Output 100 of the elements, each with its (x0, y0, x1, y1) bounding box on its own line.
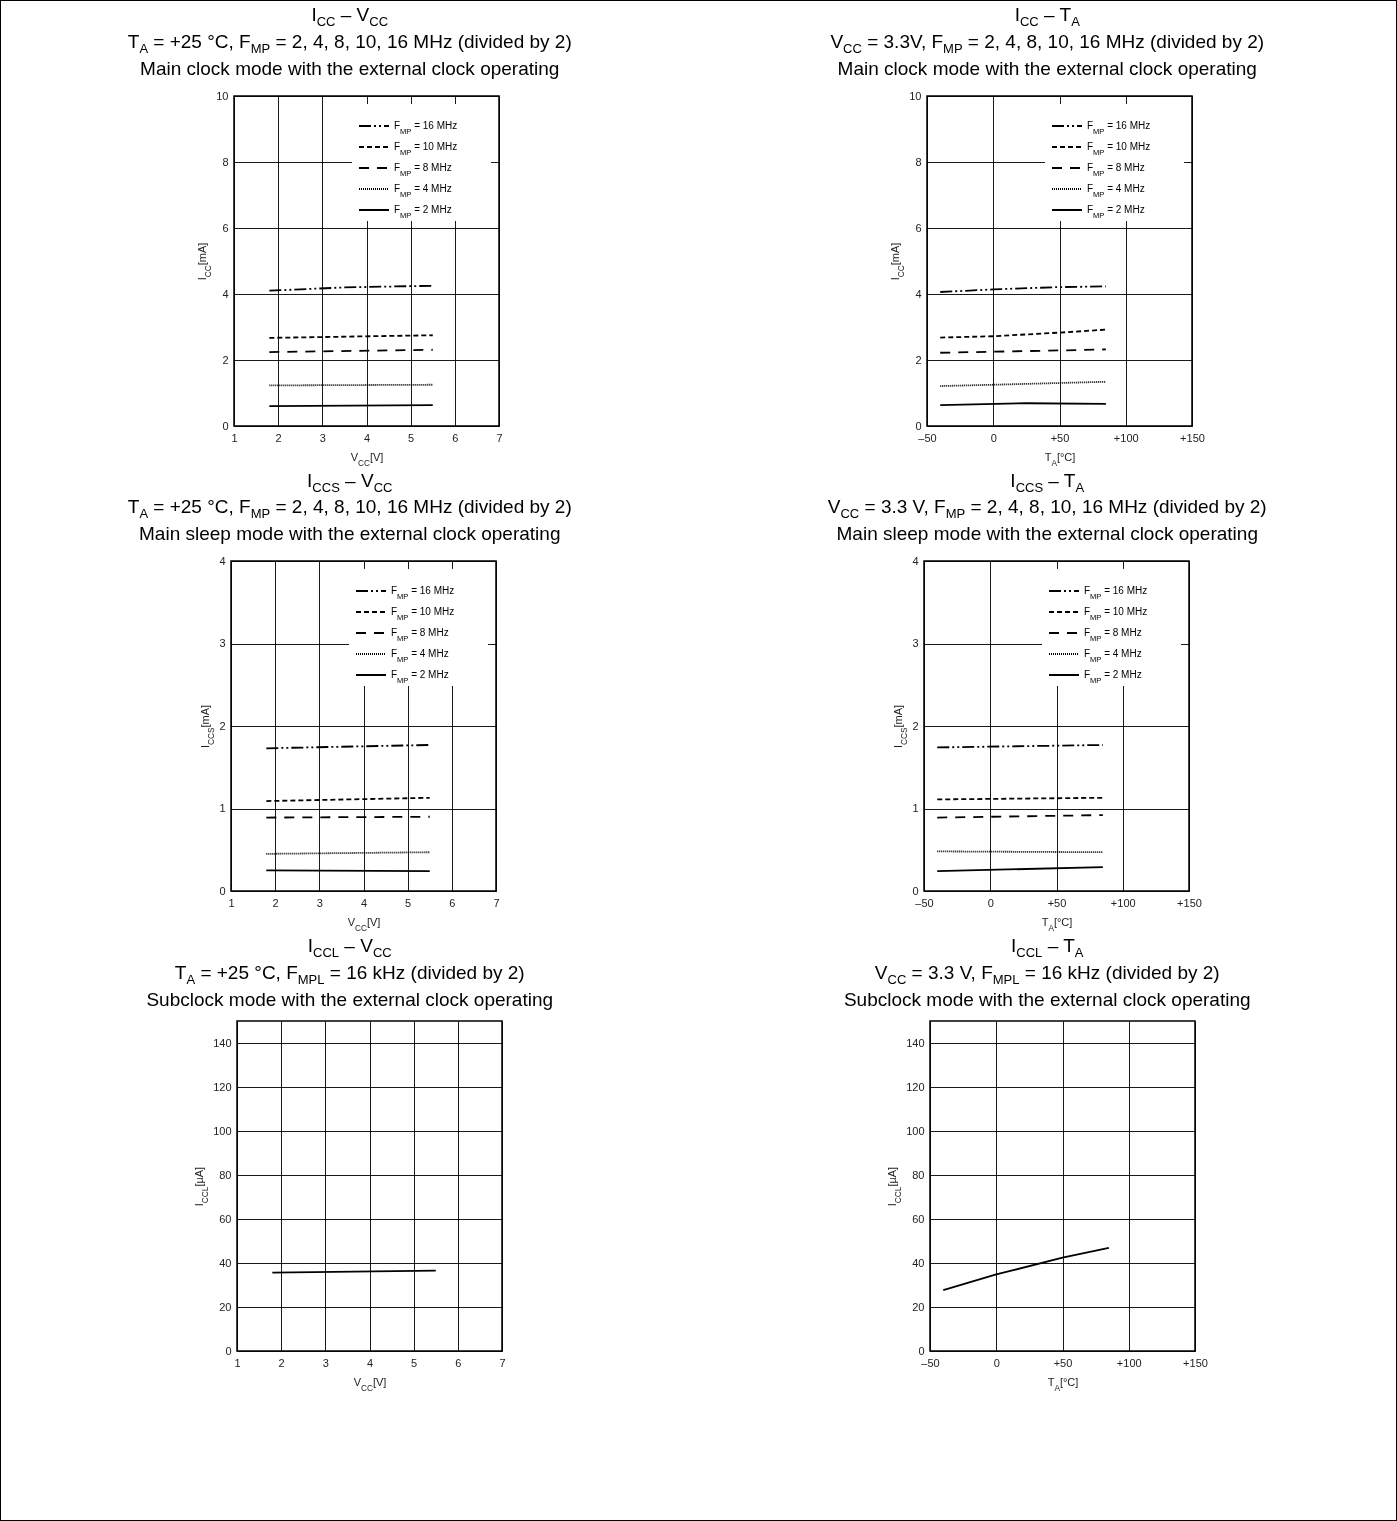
x-tick-label: 5 (408, 431, 415, 444)
x-tick-label: –50 (921, 1356, 940, 1369)
x-tick-label: +150 (1183, 1356, 1209, 1369)
y-tick-label: 100 (213, 1124, 232, 1137)
x-tick-label: 3 (317, 896, 324, 909)
legend-label: F$_{MP}$ = 8 MHz (1084, 627, 1142, 643)
y-tick-label: 2 (912, 719, 919, 732)
y-tick-label: 60 (912, 1212, 925, 1225)
x-tick-label: 0 (987, 896, 995, 909)
x-axis-title: T$_{A}$[°C] (1044, 450, 1076, 467)
chart-title: I$_{CC}$ – V$_{CC}$ (311, 4, 389, 31)
x-tick-label: +50 (1050, 431, 1070, 444)
legend-label: F$_{MP}$ = 2 MHz (1084, 669, 1142, 685)
chart-subtitle: V$_{CC}$ = 3.3 V, F$_{MPL}$ = 16 kHz (divided by 2) Subclock mode with the external clock operating (843, 961, 1251, 1010)
x-tick-label: 0 (990, 431, 998, 444)
x-tick-label: 5 (411, 1356, 418, 1369)
legend-label: F$_{MP}$ = 10 MHz (1087, 140, 1151, 157)
legend-label: F$_{MP}$ = 16 MHz (391, 585, 455, 601)
y-tick-label: 3 (912, 637, 919, 650)
x-axis-title: V$_{CC}$[V] (347, 915, 381, 933)
y-tick-label: 2 (222, 353, 229, 366)
y-tick-label: 4 (915, 287, 922, 300)
y-tick-label: 4 (219, 554, 226, 567)
legend-label: F$_{MP}$ = 16 MHz (394, 119, 458, 136)
y-tick-label: 10 (216, 89, 229, 102)
x-tick-label: 6 (452, 431, 459, 444)
y-tick-label: 4 (222, 287, 229, 300)
chart-subtitle: T$_{A}$ = +25 °C, F$_{MP}$ = 2, 4, 8, 10, 16 MHz (divided by 2) Main sleep mode with the external clock operating (127, 496, 572, 545)
y-tick-label: 100 (906, 1124, 925, 1137)
legend-label: F$_{MP}$ = 4 MHz (391, 648, 449, 664)
y-tick-label: 140 (906, 1036, 925, 1049)
x-tick-label: 2 (272, 896, 279, 909)
x-tick-label: 3 (323, 1356, 330, 1369)
y-tick-label: 0 (912, 884, 919, 897)
x-tick-label: 4 (367, 1356, 374, 1369)
y-tick-label: 1 (912, 802, 919, 815)
x-tick-label: 4 (364, 431, 371, 444)
chart-title: I$_{CCL}$ – V$_{CC}$ (307, 935, 392, 962)
legend-label: F$_{MP}$ = 16 MHz (1087, 119, 1151, 136)
x-tick-label: 5 (405, 896, 412, 909)
x-tick-label: –50 (915, 896, 934, 909)
y-tick-label: 40 (912, 1256, 925, 1269)
y-tick-label: 0 (225, 1344, 232, 1357)
legend-label: F$_{MP}$ = 4 MHz (1084, 648, 1142, 664)
y-tick-label: 8 (222, 155, 229, 168)
x-tick-label: –50 (918, 431, 937, 444)
y-tick-label: 4 (912, 554, 919, 567)
y-tick-label: 0 (222, 419, 229, 432)
y-tick-label: 0 (915, 419, 922, 432)
y-tick-label: 60 (219, 1212, 232, 1225)
x-tick-label: +150 (1180, 431, 1206, 444)
x-tick-label: 7 (499, 1356, 506, 1369)
x-tick-label: 1 (234, 1356, 241, 1369)
x-tick-label: +100 (1117, 1356, 1142, 1369)
x-axis-title: T$_{A}$[°C] (1047, 1375, 1079, 1392)
chart-title: I$_{CCS}$ – T$_{A}$ (1010, 469, 1085, 497)
legend-label: F$_{MP}$ = 10 MHz (1084, 606, 1148, 622)
y-tick-label: 6 (915, 221, 922, 234)
chart-title: I$_{CCS}$ – V$_{CC}$ (307, 469, 393, 497)
chart-subtitle: V$_{CC}$ = 3.3 V, F$_{MP}$ = 2, 4, 8, 10, 16 MHz (divided by 2) Main sleep mode with the external clock operating (827, 496, 1267, 545)
y-tick-label: 6 (222, 221, 229, 234)
y-tick-label: 1 (219, 802, 226, 815)
y-tick-label: 20 (219, 1300, 232, 1313)
x-tick-label: 0 (993, 1356, 1001, 1369)
legend-label: F$_{MP}$ = 4 MHz (1087, 182, 1145, 199)
x-tick-label: 4 (361, 896, 368, 909)
x-tick-label: 2 (278, 1356, 285, 1369)
legend-label: F$_{MP}$ = 10 MHz (394, 140, 458, 157)
legend-label: F$_{MP}$ = 2 MHz (394, 203, 452, 220)
legend-label: F$_{MP}$ = 8 MHz (394, 161, 452, 178)
legend-label: F$_{MP}$ = 8 MHz (1087, 161, 1145, 178)
chart-subtitle: T$_{A}$ = +25 °C, F$_{MP}$ = 2, 4, 8, 10, 16 MHz (divided by 2) Main clock mode with the external clock operating (127, 30, 572, 79)
legend-label: F$_{MP}$ = 10 MHz (391, 606, 455, 622)
y-tick-label: 20 (912, 1300, 925, 1313)
y-tick-label: 120 (906, 1080, 925, 1093)
x-axis-title: V$_{CC}$[V] (350, 450, 384, 467)
legend-label: F$_{MP}$ = 2 MHz (391, 669, 449, 685)
x-tick-label: 7 (496, 431, 503, 444)
x-tick-label: +50 (1047, 896, 1067, 909)
y-tick-label: 2 (219, 719, 226, 732)
y-tick-label: 120 (213, 1080, 232, 1093)
chart-title: I$_{CC}$ – T$_{A}$ (1014, 4, 1080, 31)
x-tick-label: +150 (1177, 896, 1203, 909)
x-tick-label: +50 (1053, 1356, 1073, 1369)
legend-label: F$_{MP}$ = 2 MHz (1087, 203, 1145, 220)
y-tick-label: 0 (918, 1344, 925, 1357)
chart-subtitle: T$_{A}$ = +25 °C, F$_{MPL}$ = 16 kHz (divided by 2) Subclock mode with the external clock operating (146, 961, 554, 1010)
y-tick-label: 80 (219, 1168, 232, 1181)
y-tick-label: 40 (219, 1256, 232, 1269)
legend-label: F$_{MP}$ = 16 MHz (1084, 585, 1148, 601)
y-tick-label: 10 (909, 89, 922, 102)
legend-label: F$_{MP}$ = 4 MHz (394, 182, 452, 199)
x-tick-label: +100 (1114, 431, 1139, 444)
x-tick-label: +100 (1111, 896, 1136, 909)
y-tick-label: 140 (213, 1036, 232, 1049)
y-tick-label: 80 (912, 1168, 925, 1181)
chart-title: I$_{CCL}$ – T$_{A}$ (1011, 935, 1084, 962)
x-tick-label: 7 (493, 896, 500, 909)
y-tick-label: 3 (219, 637, 226, 650)
x-axis-title: T$_{A}$[°C] (1041, 915, 1073, 933)
